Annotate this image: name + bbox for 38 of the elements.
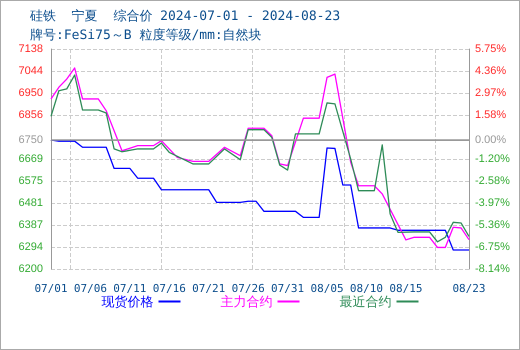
- legend-label: 现货价格: [102, 294, 154, 309]
- y-tick-label: 6856: [18, 109, 43, 122]
- x-tick-label: 08/10: [350, 282, 384, 295]
- x-tick-label: 08/23: [452, 282, 486, 295]
- y-tick-label: 6200: [18, 263, 43, 275]
- y-tick-label: 6750: [18, 134, 43, 146]
- y2-tick-label: 2.97%: [475, 87, 506, 100]
- x-tick-label: 08/15: [389, 282, 422, 295]
- y2-tick-label: 1.58%: [475, 109, 506, 122]
- x-tick-label: 07/06: [74, 282, 107, 295]
- x-tick-label: 07/21: [192, 282, 226, 295]
- y2-tick-label: 0.00%: [475, 134, 506, 146]
- y2-tick-label: -2.58%: [475, 174, 510, 187]
- y-tick-label: 6294: [18, 240, 43, 253]
- y2-tick-label: -1.20%: [475, 153, 510, 166]
- y2-tick-label: 4.36%: [475, 65, 506, 78]
- y-tick-label: 7138: [18, 43, 43, 55]
- legend-label: 最近合约: [340, 294, 392, 309]
- x-tick-label: 07/16: [152, 282, 186, 295]
- y2-tick-label: -5.36%: [475, 218, 510, 231]
- x-tick-label: 07/11: [113, 282, 146, 295]
- y-tick-label: 6575: [18, 175, 43, 188]
- y-tick-label: 6950: [18, 87, 43, 100]
- x-tick-label: 07/31: [271, 282, 304, 295]
- y2-tick-label: 5.75%: [475, 43, 506, 55]
- y2-tick-label: -8.14%: [475, 263, 510, 275]
- x-tick-label: 07/01: [34, 282, 68, 295]
- y-tick-label: 7044: [18, 65, 43, 78]
- legend-label: 主力合约: [220, 294, 272, 309]
- x-tick-label: 07/26: [232, 282, 265, 295]
- y2-tick-label: -3.97%: [475, 196, 510, 209]
- chart-subtitle: 牌号:FeSi75～B 粒度等级/mm:自然块: [30, 27, 262, 43]
- y-tick-label: 6669: [18, 153, 43, 165]
- chart-title: 硅铁 宁夏 综合价 2024-07-01 - 2024-08-23: [29, 8, 340, 24]
- x-tick-label: 08/05: [310, 282, 344, 295]
- y-tick-label: 6481: [18, 197, 43, 210]
- y2-tick-label: -6.75%: [475, 240, 510, 253]
- y-tick-label: 6387: [18, 219, 43, 232]
